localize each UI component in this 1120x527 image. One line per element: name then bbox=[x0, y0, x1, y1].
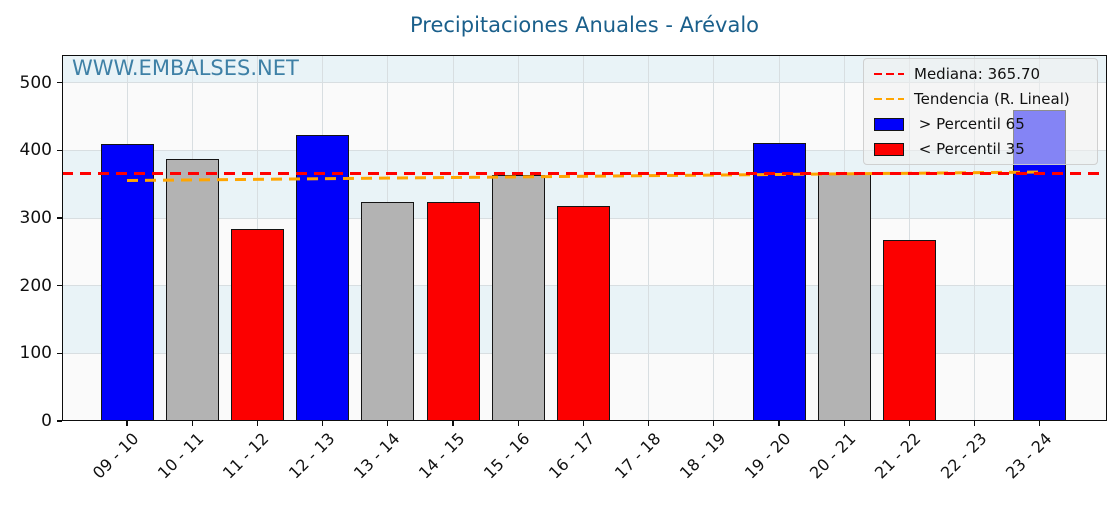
x-axis-tick bbox=[648, 421, 650, 426]
vertical-gridline bbox=[713, 55, 715, 421]
x-axis-tick bbox=[1039, 421, 1041, 426]
bar-12-13 bbox=[296, 134, 350, 421]
x-axis-tick bbox=[908, 421, 910, 426]
y-axis-tick bbox=[57, 149, 62, 151]
legend-item-below-percentil-35: < Percentil 35 bbox=[874, 138, 1087, 160]
x-axis-tick bbox=[256, 421, 258, 426]
bar-15-16 bbox=[491, 175, 545, 421]
median-dashed-line bbox=[62, 172, 1107, 175]
legend-label-median: Mediana: 365.70 bbox=[914, 65, 1041, 83]
x-axis-tick bbox=[126, 421, 128, 426]
vertical-gridline bbox=[648, 55, 650, 421]
legend-item-median: Mediana: 365.70 bbox=[874, 63, 1087, 85]
y-axis-tick bbox=[57, 217, 62, 219]
x-axis-tick bbox=[191, 421, 193, 426]
bar-20-21 bbox=[817, 174, 871, 421]
vertical-gridline bbox=[908, 55, 910, 421]
y-tick-label: 500 bbox=[19, 72, 52, 93]
bar-16-17 bbox=[556, 205, 610, 421]
bar-11-12 bbox=[230, 228, 284, 421]
y-tick-label: 300 bbox=[19, 208, 52, 229]
legend-label-above-percentil: > Percentil 65 bbox=[914, 115, 1025, 133]
y-axis-tick bbox=[57, 420, 62, 422]
x-axis-tick bbox=[582, 421, 584, 426]
y-tick-label: 200 bbox=[19, 275, 52, 296]
x-axis-tick bbox=[517, 421, 519, 426]
y-tick-label: 100 bbox=[19, 343, 52, 364]
vertical-gridline bbox=[974, 55, 976, 421]
chart-title: Precipitaciones Anuales - Arévalo bbox=[409, 13, 760, 37]
bar-14-15 bbox=[426, 202, 480, 421]
legend: Mediana: 365.70 Tendencia (R. Lineal) > … bbox=[863, 58, 1098, 165]
bar-21-22 bbox=[882, 240, 936, 421]
chart-figure: Precipitaciones Anuales - Arévalo 0 100 20… bbox=[19, 13, 1107, 483]
median-dashed-line-swatch bbox=[874, 72, 904, 76]
x-axis-tick bbox=[387, 421, 389, 426]
y-axis-tick bbox=[57, 82, 62, 84]
y-axis-tick bbox=[57, 352, 62, 354]
legend-label-below-percentil: < Percentil 35 bbox=[914, 140, 1025, 158]
red-rect-swatch bbox=[874, 142, 904, 156]
blue-rect-swatch bbox=[874, 117, 904, 131]
x-axis-tick bbox=[843, 421, 845, 426]
legend-item-above-percentil-65: > Percentil 65 bbox=[874, 113, 1087, 135]
trend-dashed-line-swatch bbox=[874, 97, 904, 101]
x-axis-tick bbox=[974, 421, 976, 426]
horizontal-gridline bbox=[62, 149, 1107, 151]
y-axis-tick bbox=[57, 285, 62, 287]
horizontal-gridline bbox=[62, 82, 1107, 84]
y-tick-label: 0 bbox=[41, 411, 52, 431]
bar-13-14 bbox=[361, 201, 415, 421]
y-tick-label: 400 bbox=[19, 140, 52, 161]
bar-10-11 bbox=[165, 158, 219, 421]
legend-item-trend: Tendencia (R. Lineal) bbox=[874, 88, 1087, 110]
x-axis-tick bbox=[778, 421, 780, 426]
x-axis-tick bbox=[322, 421, 324, 426]
x-axis-tick bbox=[452, 421, 454, 426]
x-axis-tick bbox=[713, 421, 715, 426]
bar-09-10 bbox=[100, 143, 154, 421]
legend-label-trend: Tendencia (R. Lineal) bbox=[914, 90, 1070, 108]
bar-19-20 bbox=[752, 142, 806, 421]
watermark-text: WWW.EMBALSES.NET bbox=[72, 56, 299, 80]
